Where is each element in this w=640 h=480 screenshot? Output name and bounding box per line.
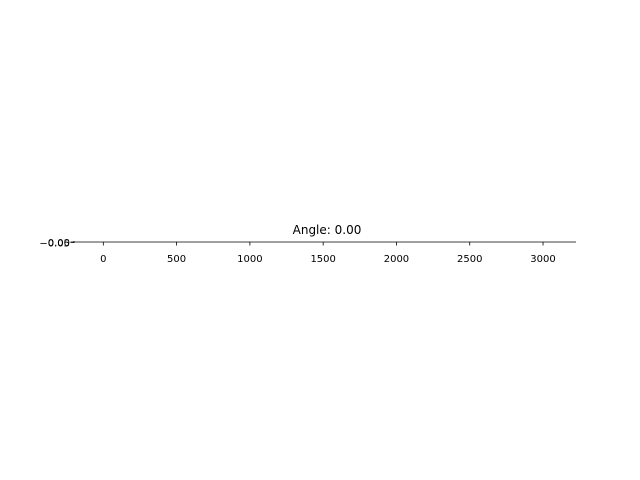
- x-tick-label: 0: [100, 254, 106, 265]
- x-tick-label: 2000: [384, 254, 409, 265]
- x-tick-label: 1500: [310, 254, 335, 265]
- x-tick-label: 1000: [237, 254, 262, 265]
- x-tick-label: 2500: [457, 254, 482, 265]
- y-axis-ticks: −0.050.00: [39, 238, 74, 249]
- x-tick-label: 500: [167, 254, 186, 265]
- y-tick-label: 0.00: [48, 238, 70, 249]
- chart-title: Angle: 0.00: [293, 223, 362, 237]
- x-tick-label: 3000: [530, 254, 555, 265]
- y-tick-label: −0.05: [39, 238, 70, 249]
- x-axis-ticks: 0 500 1000 1500 2000 2500 3000: [100, 242, 556, 265]
